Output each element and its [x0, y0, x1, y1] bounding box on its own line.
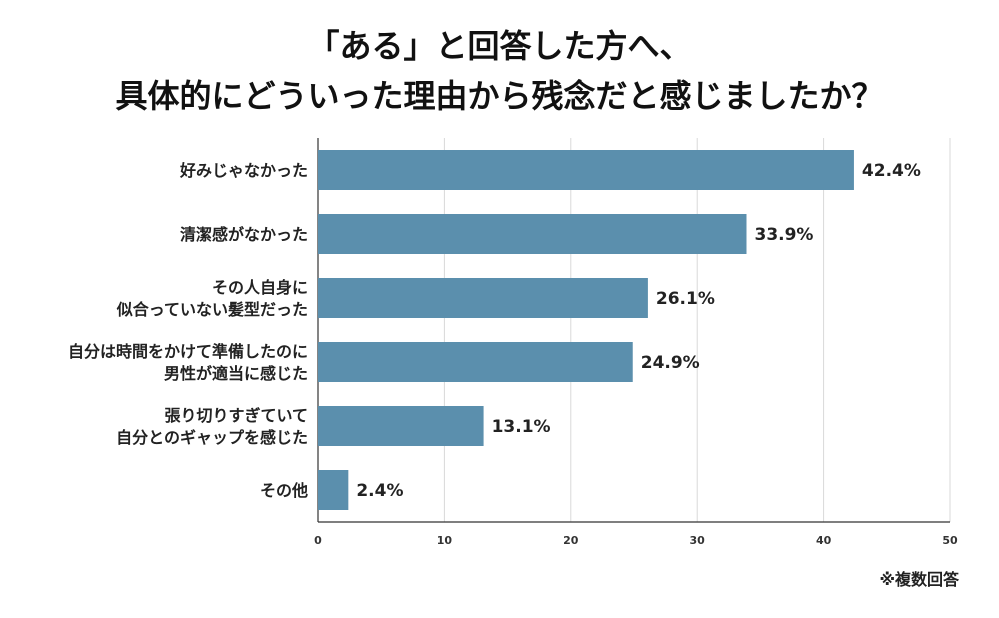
chart-title-line-1: 「ある」と回答した方へ、 [307, 27, 692, 65]
data-label: 13.1% [492, 417, 551, 437]
bar [318, 470, 349, 510]
category-label: 自分とのギャップを感じた [116, 428, 308, 447]
data-label: 2.4% [356, 481, 403, 501]
x-tick-label: 50 [942, 534, 958, 547]
x-tick-label: 20 [563, 534, 579, 547]
bar [318, 278, 648, 318]
category-label: その人自身に [212, 278, 308, 297]
category-label: 好みじゃなかった [179, 161, 308, 180]
bar [318, 406, 484, 446]
x-tick-label: 40 [816, 534, 832, 547]
data-label: 33.9% [754, 225, 813, 245]
footnote: ※複数回答 [879, 570, 959, 589]
category-label: 自分は時間をかけて準備したのに [68, 342, 308, 361]
chart-title-line-2: 具体的にどういった理由から残念だと感じましたか？ [115, 77, 884, 115]
x-tick-label: 30 [690, 534, 706, 547]
category-label: 清潔感がなかった [180, 225, 308, 244]
data-label: 24.9% [641, 353, 700, 373]
data-label: 26.1% [656, 289, 715, 309]
category-label: 張り切りすぎていて [164, 406, 308, 425]
x-tick-label: 10 [437, 534, 453, 547]
x-tick-label: 0 [314, 534, 322, 547]
category-label: 男性が適当に感じた [164, 364, 308, 383]
bar [318, 342, 633, 382]
bar [318, 150, 854, 190]
category-label: その他 [260, 481, 308, 500]
category-label: 似合っていない髪型だった [116, 300, 308, 319]
data-label: 42.4% [862, 161, 921, 181]
bar [318, 214, 747, 254]
